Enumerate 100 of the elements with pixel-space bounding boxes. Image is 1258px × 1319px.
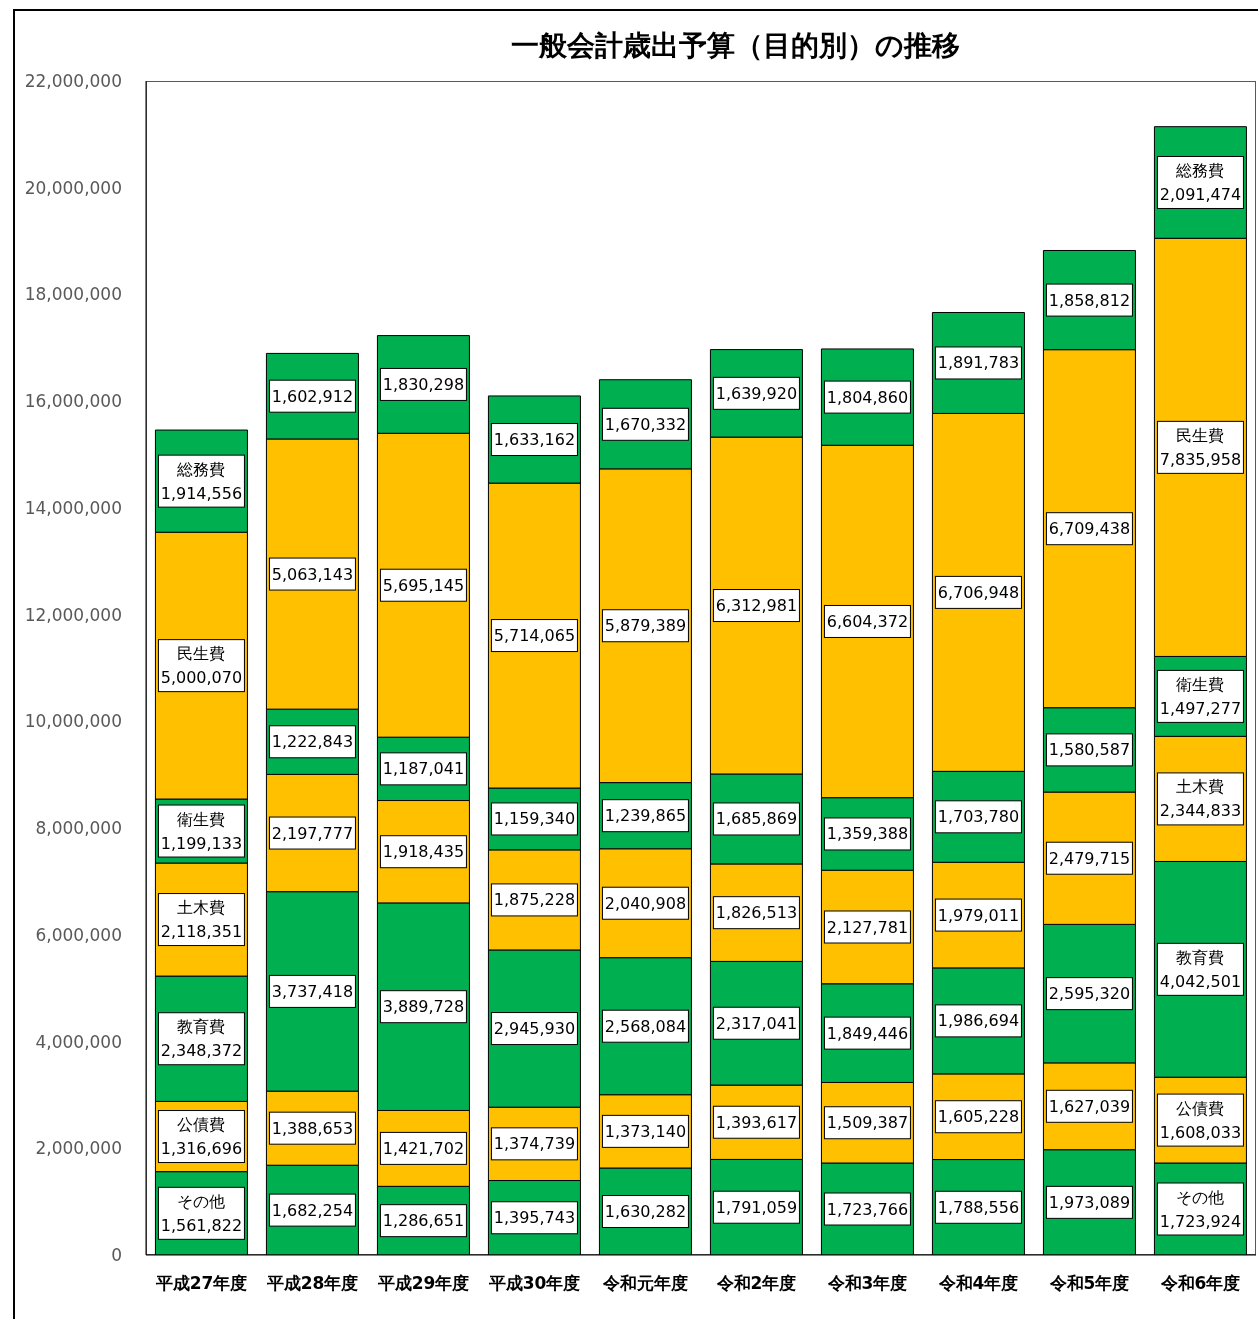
- data-label: 1,286,651: [382, 1211, 465, 1231]
- data-label: 1,804,860: [826, 387, 909, 407]
- data-label: 1,682,254: [271, 1200, 354, 1220]
- data-label: 1,858,812: [1048, 290, 1131, 310]
- data-label: 1,239,865: [604, 806, 687, 826]
- y-tick-label: 0: [111, 1245, 122, 1266]
- data-label: 2,344,833: [1159, 801, 1242, 821]
- data-label: 2,317,041: [715, 1013, 798, 1033]
- data-label: 5,695,145: [382, 575, 465, 595]
- data-label: 1,373,140: [604, 1121, 687, 1141]
- x-tick-label: 令和2年度: [715, 1273, 797, 1294]
- data-label: 2,197,777: [271, 823, 354, 843]
- data-label: 2,127,781: [826, 917, 909, 937]
- data-label: 1,497,277: [1159, 698, 1242, 718]
- data-label: 1,670,332: [604, 414, 687, 434]
- chart-title: 一般会計歳出予算（目的別）の推移: [510, 28, 960, 64]
- data-label: 1,633,162: [493, 430, 576, 450]
- data-label: 1,509,387: [826, 1113, 909, 1133]
- y-tick-label: 2,000,000: [35, 1138, 122, 1159]
- data-label: 1,830,298: [382, 374, 465, 394]
- data-label: 1,723,924: [1159, 1211, 1242, 1231]
- data-label: 5,879,389: [604, 616, 687, 636]
- data-label: 2,568,084: [604, 1016, 687, 1036]
- data-label: 5,063,143: [271, 564, 354, 584]
- data-label: 6,312,981: [715, 596, 798, 616]
- data-label: 2,595,320: [1048, 984, 1131, 1004]
- data-label: 1,421,702: [382, 1138, 465, 1158]
- y-tick-label: 14,000,000: [24, 497, 122, 518]
- data-label: 6,604,372: [826, 611, 909, 631]
- data-label: 1,374,739: [493, 1134, 576, 1154]
- text: 公債費: [1176, 1098, 1225, 1118]
- data-label: 1,199,133: [160, 833, 243, 853]
- data-label: 1,918,435: [382, 842, 465, 862]
- data-label: 1,979,011: [937, 905, 1020, 925]
- data-label: 5,000,070: [160, 668, 243, 688]
- x-tick-label: 令和5年度: [1048, 1273, 1130, 1294]
- text: 教育費: [1176, 947, 1225, 967]
- data-label: 1,891,783: [937, 353, 1020, 373]
- data-label: 7,835,958: [1159, 449, 1242, 469]
- data-label: 5,714,065: [493, 626, 576, 646]
- y-tick-label: 8,000,000: [35, 818, 122, 839]
- series-label: 総務費: [176, 459, 226, 479]
- text: 土木費: [1176, 777, 1225, 797]
- data-label: 1,359,388: [826, 824, 909, 844]
- data-label: 1,788,556: [937, 1197, 1020, 1217]
- data-label: 1,627,039: [1048, 1096, 1131, 1116]
- data-label: 1,703,780: [937, 807, 1020, 827]
- data-label: 1,395,743: [493, 1208, 576, 1228]
- x-tick-label: 平成29年度: [376, 1273, 470, 1294]
- data-label: 1,580,587: [1048, 740, 1131, 760]
- data-label: 6,706,948: [937, 582, 1020, 602]
- y-tick-label: 16,000,000: [24, 391, 122, 412]
- data-label: 2,348,372: [160, 1041, 243, 1061]
- series-label: 公債費: [177, 1115, 226, 1135]
- data-label: 1,875,228: [493, 890, 576, 910]
- data-label: 1,723,766: [826, 1199, 909, 1219]
- y-tick-label: 22,000,000: [24, 71, 122, 92]
- series-label: その他: [177, 1191, 226, 1211]
- data-label: 1,602,912: [271, 386, 354, 406]
- y-tick-label: 12,000,000: [24, 604, 122, 625]
- data-label: 2,040,908: [604, 893, 687, 913]
- series-label: 教育費: [177, 1017, 226, 1037]
- data-label: 1,159,340: [493, 809, 576, 829]
- data-label: 1,605,228: [937, 1107, 1020, 1127]
- y-tick-label: 4,000,000: [35, 1031, 122, 1052]
- text: 民生費: [1176, 425, 1225, 445]
- data-label: 1,986,694: [937, 1011, 1020, 1031]
- data-label: 1,393,617: [715, 1112, 798, 1132]
- data-label: 1,316,696: [160, 1139, 243, 1159]
- x-tick-label: 平成30年度: [487, 1273, 581, 1294]
- data-label: 1,608,033: [1159, 1122, 1242, 1142]
- data-label: 3,737,418: [271, 981, 354, 1001]
- y-tick-label: 20,000,000: [24, 177, 122, 198]
- x-tick-label: 令和4年度: [937, 1273, 1019, 1294]
- x-tick-label: 令和6年度: [1159, 1273, 1241, 1294]
- data-label: 6,709,438: [1048, 519, 1131, 539]
- data-label: 1,973,089: [1048, 1192, 1131, 1212]
- data-label: 1,914,556: [160, 483, 243, 503]
- x-tick-label: 平成27年度: [154, 1273, 248, 1294]
- data-label: 1,222,843: [271, 732, 354, 752]
- data-label: 1,849,446: [826, 1023, 909, 1043]
- data-label: 2,091,474: [1159, 184, 1242, 204]
- data-label: 1,561,822: [160, 1215, 243, 1235]
- text: 衛生費: [1176, 674, 1225, 694]
- data-label: 1,187,041: [382, 759, 465, 779]
- data-label: 2,118,351: [160, 922, 243, 942]
- data-label: 1,791,059: [715, 1197, 798, 1217]
- data-label: 1,639,920: [715, 383, 798, 403]
- x-tick-label: 令和3年度: [826, 1273, 908, 1294]
- y-tick-label: 10,000,000: [24, 711, 122, 732]
- data-label: 4,042,501: [1159, 971, 1242, 991]
- series-label: 民生費: [177, 644, 226, 664]
- y-tick-label: 18,000,000: [24, 284, 122, 305]
- data-label: 2,945,930: [493, 1019, 576, 1039]
- data-label: 1,826,513: [715, 903, 798, 923]
- text: 総務費: [1176, 160, 1225, 180]
- x-tick-label: 平成28年度: [265, 1273, 359, 1294]
- text: その他: [1176, 1187, 1225, 1207]
- data-label: 2,479,715: [1048, 848, 1131, 868]
- series-label: 衛生費: [177, 809, 226, 829]
